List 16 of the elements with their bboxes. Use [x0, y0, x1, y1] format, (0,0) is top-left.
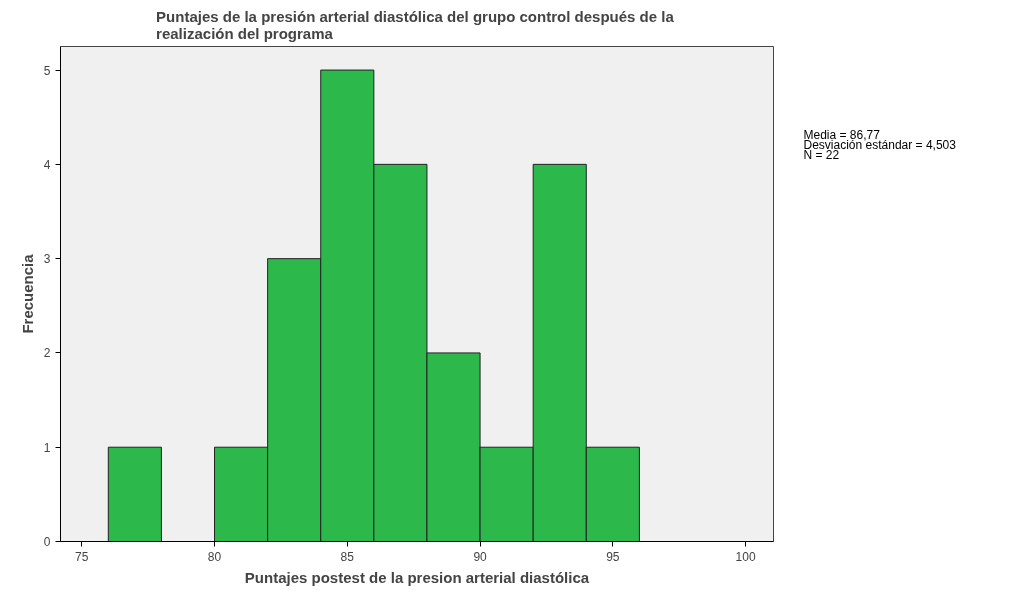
x-axis-title: Puntajes postest de la presion arterial diastólica — [244, 568, 590, 586]
y-tick-label: 5 — [43, 63, 51, 78]
y-tick-label: 4 — [43, 157, 51, 172]
y-tick-label: 2 — [43, 346, 51, 361]
x-tick-label: 75 — [75, 549, 89, 564]
x-tick-label: 85 — [340, 549, 355, 564]
y-tick-label: 0 — [43, 535, 51, 549]
x-tick-label: 90 — [473, 549, 488, 564]
text: N = 22 — [803, 148, 840, 162]
x-tick-label: 80 — [207, 549, 222, 564]
y-tick-label: 1 — [43, 440, 51, 455]
x-tick-label: 95 — [606, 549, 620, 564]
y-tick-label: 3 — [43, 252, 51, 267]
x-tick-label: 100 — [735, 549, 756, 564]
chart-title: Puntajes de la presión arterial diastólica del grupo control después de la realización del programa — [156, 7, 675, 42]
y-axis-title: Frecuencia — [18, 253, 36, 334]
